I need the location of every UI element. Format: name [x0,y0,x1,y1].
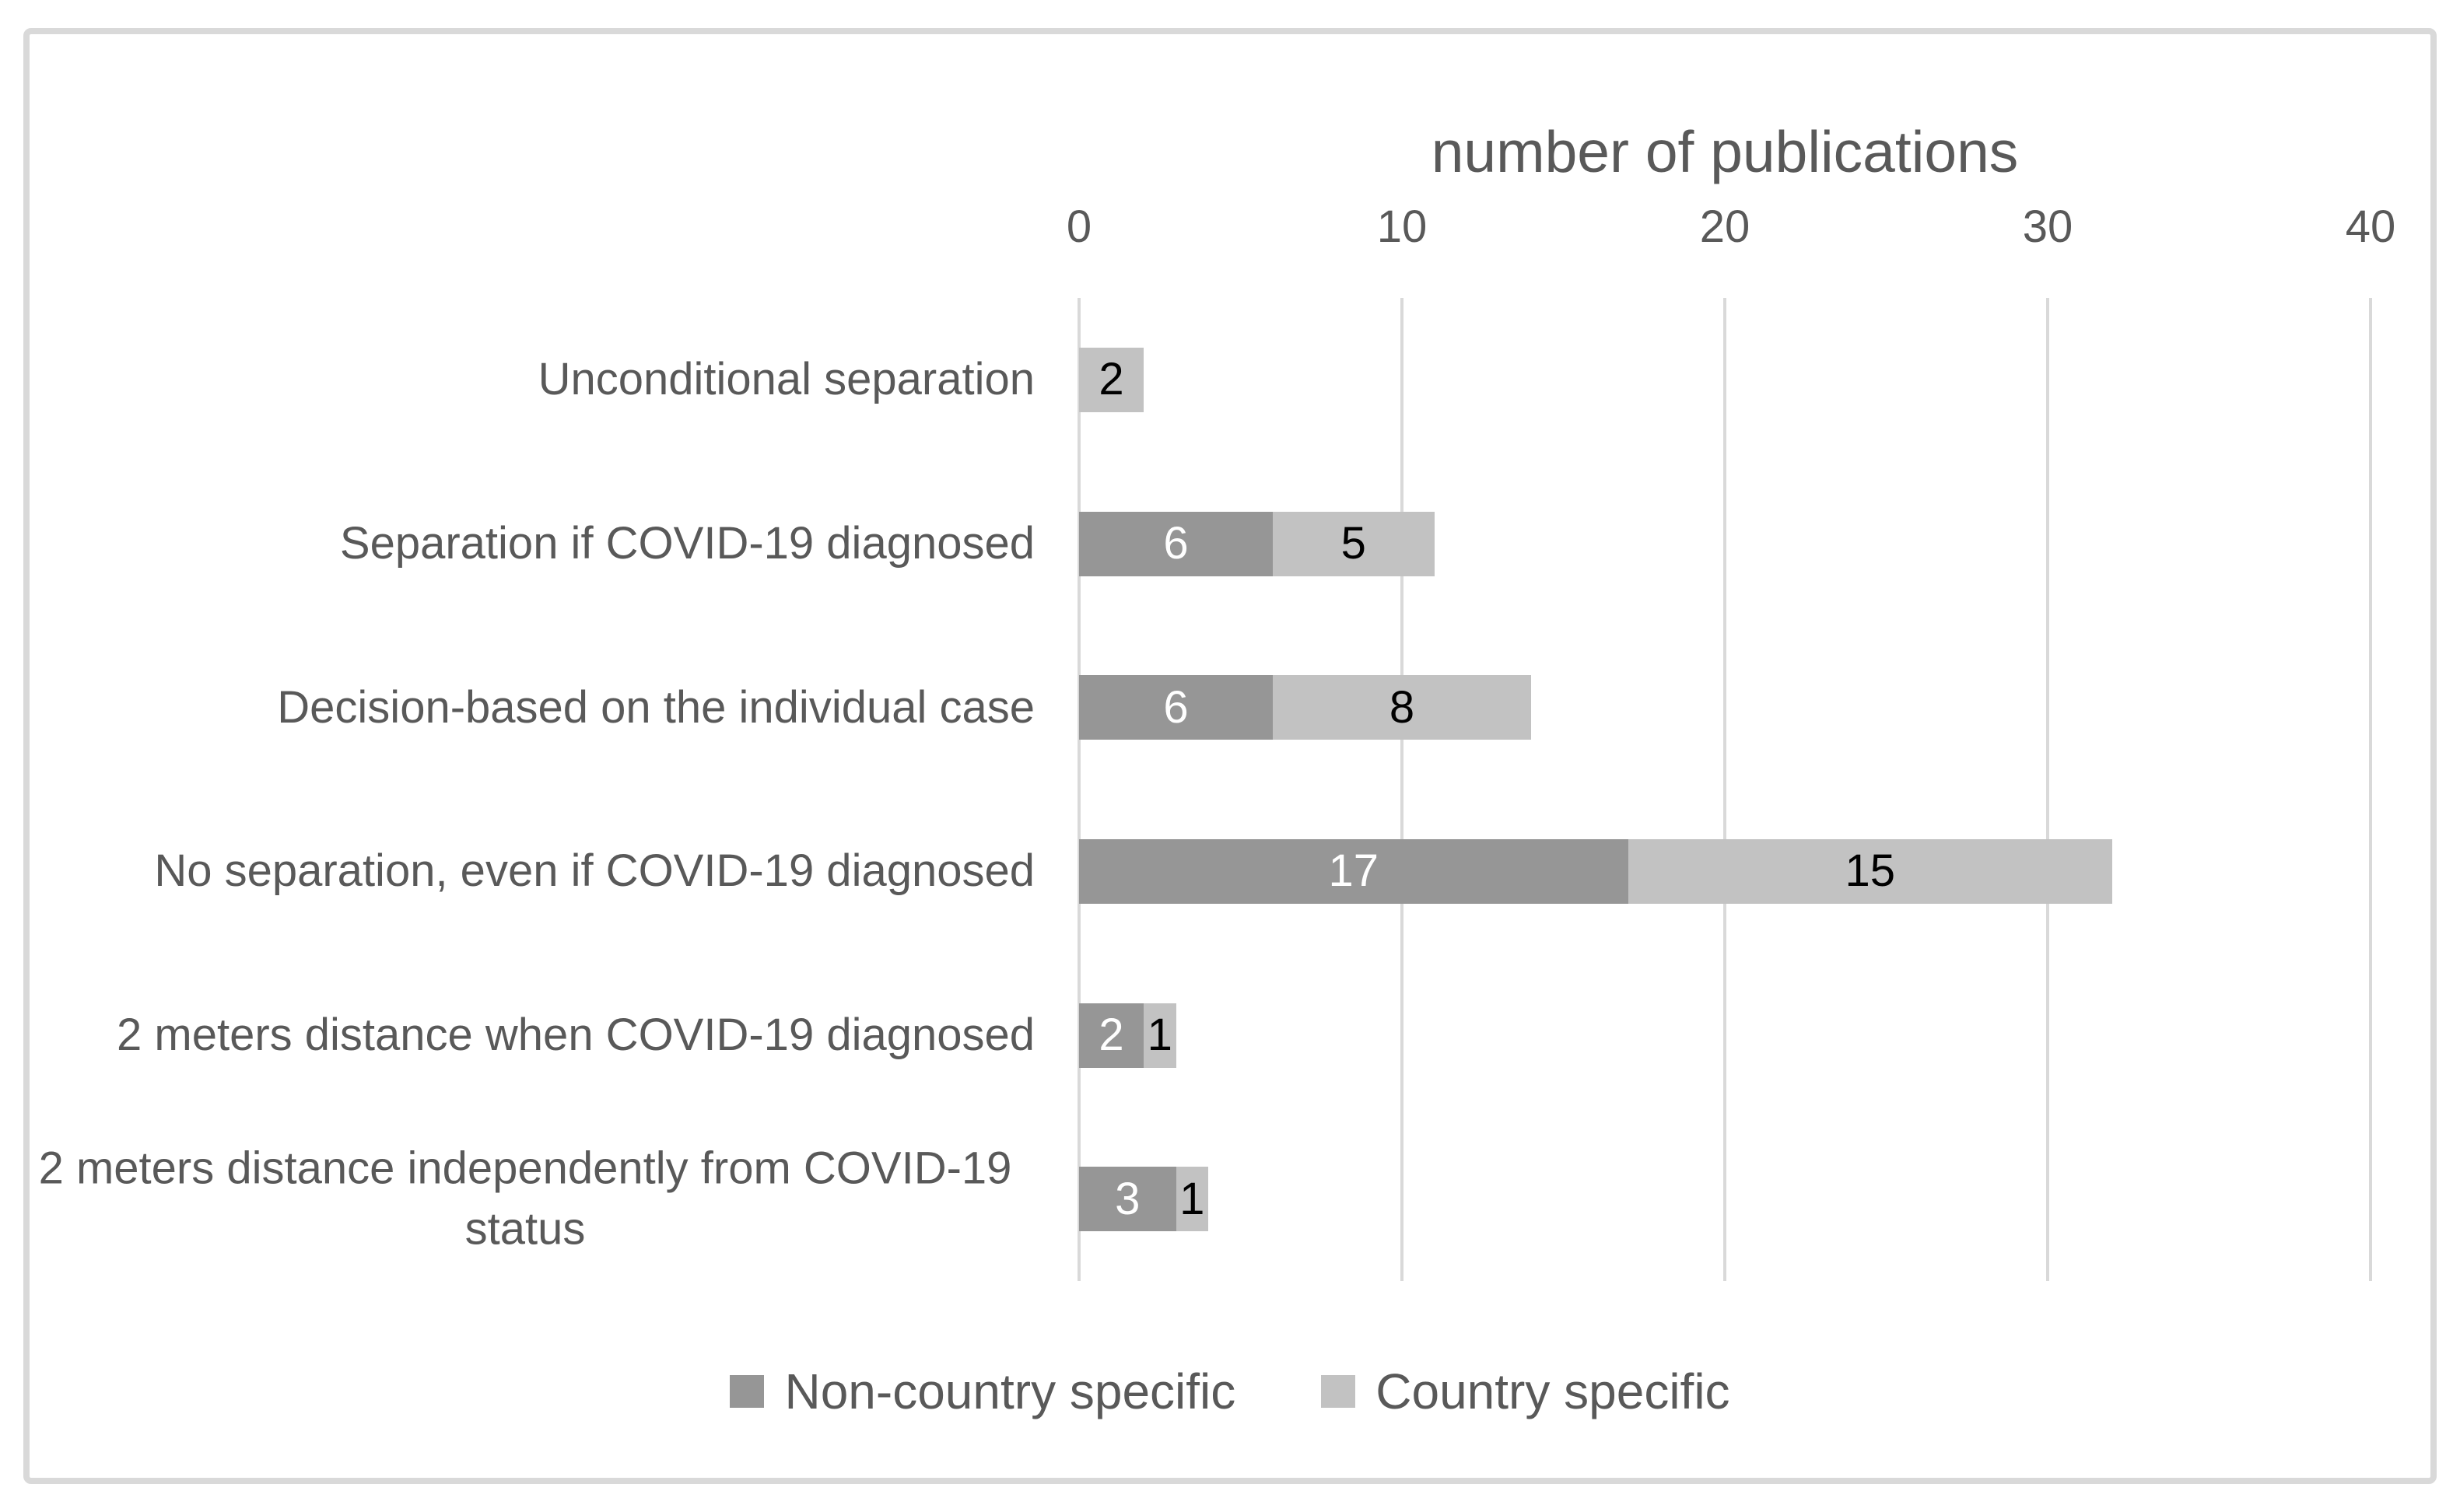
legend-label-non-country-specific: Non-country specific [784,1363,1236,1419]
bar-value-label: 5 [1340,518,1366,569]
bar-value-label: 17 [1328,845,1379,897]
category-label-1: Separation if COVID-19 diagnosed [339,517,1035,569]
bar-segment-non-country-specific-row-3: 17 [1079,838,1628,904]
x-tick-label-10: 10 [1376,201,1428,252]
category-label-0: Unconditional separation [538,354,1035,405]
bar-value-label: 6 [1163,518,1189,569]
bar-value-label: 3 [1115,1173,1141,1224]
category-label-4: 2 meters distance when COVID-19 diagnose… [117,1009,1035,1060]
bar-segment-country-specific-row-3: 15 [1628,838,2112,904]
x-tick-label-0: 0 [1066,201,1092,252]
legend: Non-country specific Country specific [0,1363,2460,1420]
category-label-3: No separation, even if COVID-19 diagnose… [154,845,1035,897]
bar-value-label: 1 [1179,1173,1205,1224]
legend-item-non-country-specific: Non-country specific [730,1363,1235,1420]
legend-item-country-specific: Country specific [1321,1363,1730,1420]
bar-value-label: 8 [1389,681,1415,733]
bar-value-label: 2 [1099,1010,1124,1060]
bar-value-label: 1 [1147,1010,1172,1060]
bar-segment-country-specific-row-1: 5 [1273,511,1435,576]
x-tick-label-40: 40 [2345,201,2396,252]
bar-segment-non-country-specific-row-2: 6 [1079,675,1273,740]
gridline-40 [2369,298,2372,1281]
x-tick-label-20: 20 [1699,201,1750,252]
legend-swatch-country-specific [1321,1375,1356,1408]
bar-value-label: 15 [1845,845,1895,897]
bar-value-label: 6 [1163,681,1189,733]
category-label-5: 2 meters distance independently from COV… [38,1143,1012,1255]
bar-value-label: 2 [1099,354,1124,405]
gridline-30 [2046,298,2049,1281]
gridline-20 [1723,298,1726,1281]
bar-segment-country-specific-row-5: 1 [1176,1167,1208,1232]
legend-label-country-specific: Country specific [1375,1363,1730,1419]
bar-segment-non-country-specific-row-4: 2 [1079,1003,1144,1068]
gridline-10 [1400,298,1403,1281]
bar-segment-non-country-specific-row-5: 3 [1079,1167,1176,1232]
x-tick-label-30: 30 [2022,201,2073,252]
bar-segment-country-specific-row-0: 2 [1079,347,1144,412]
bar-segment-country-specific-row-2: 8 [1273,675,1531,740]
legend-swatch-non-country-specific [730,1375,765,1408]
category-label-2: Decision-based on the individual case [277,681,1035,733]
bar-segment-non-country-specific-row-1: 6 [1079,511,1273,576]
gridline-0 [1078,298,1081,1281]
bar-segment-country-specific-row-4: 1 [1144,1003,1176,1068]
chart-frame-border [23,28,2437,1484]
chart-title: number of publications [1431,119,2019,184]
